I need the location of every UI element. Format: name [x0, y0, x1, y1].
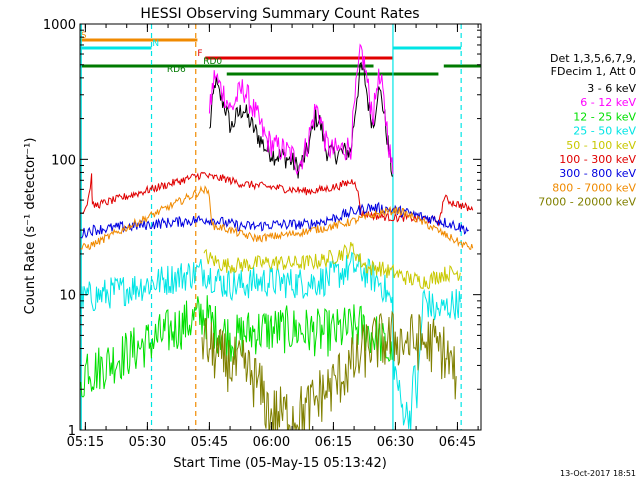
y-tick-label-3: 1000	[43, 18, 76, 33]
legend-entry-1: 6 - 12 keV	[580, 96, 636, 109]
timestamp: 13-Oct-2017 18:51	[560, 469, 636, 478]
plot-area	[80, 24, 474, 430]
legend-header-0: Det 1,3,5,6,7,9,	[550, 52, 636, 65]
series-line-8	[201, 310, 457, 430]
legend-entry-0: 3 - 6 keV	[587, 82, 636, 95]
axis-frame	[79, 23, 482, 431]
x-tick-label-0: 05:15	[67, 435, 104, 450]
x-axis-label: Start Time (05-May-15 05:13:42)	[173, 456, 387, 471]
legend-entry-7: 800 - 7000 keV	[552, 181, 636, 194]
series-group	[80, 43, 474, 430]
y-axis-label: Count Rate (s⁻¹ detector⁻¹)	[23, 138, 38, 315]
series-line-0	[209, 61, 394, 179]
legend: Det 1,3,5,6,7,9,FDecim 1, Att 0 3 - 6 keV…	[538, 52, 636, 209]
x-tick-label-2: 05:45	[191, 435, 228, 450]
series-line-1	[208, 43, 394, 176]
x-tick-label-6: 06:45	[439, 435, 476, 450]
flag-label-n: N	[152, 39, 159, 49]
legend-entry-2: 12 - 25 keV	[573, 110, 636, 123]
series-line-4	[203, 241, 461, 290]
flag-label-s: S	[81, 31, 87, 41]
legend-entry-5: 100 - 300 keV	[559, 153, 636, 166]
axes: 1 10 100 1000 05:15 05:30 05:45 06:00 06:15 06:30…	[43, 18, 482, 450]
legend-header-1: FDecim 1, Att 0	[551, 65, 636, 78]
series-line-3	[80, 251, 461, 430]
flag-label-rd0: RD0	[203, 57, 222, 67]
legend-entry-8: 7000 - 20000 keV	[538, 196, 636, 209]
series-line-7	[80, 185, 474, 251]
x-tick-label-5: 06:30	[377, 435, 414, 450]
series-line-6	[80, 201, 469, 239]
x-tick-label-4: 06:15	[315, 435, 352, 450]
flag-label-rd6: RD6	[167, 65, 186, 75]
y-tick-label-0: 1	[68, 424, 76, 439]
series-line-2	[80, 295, 393, 398]
y-tick-label-1: 10	[59, 289, 76, 304]
legend-entry-3: 25 - 50 keV	[573, 125, 636, 138]
chart-title: HESSI Observing Summary Count Rates	[140, 6, 419, 22]
y-tick-label-2: 100	[51, 153, 76, 168]
x-tick-label-3: 06:00	[253, 435, 290, 450]
legend-entry-4: 50 - 100 keV	[566, 139, 636, 152]
flag-label-f: F	[197, 49, 202, 59]
series-line-5	[80, 171, 474, 227]
legend-entry-6: 300 - 800 keV	[559, 167, 636, 180]
x-tick-label-1: 05:30	[129, 435, 166, 450]
